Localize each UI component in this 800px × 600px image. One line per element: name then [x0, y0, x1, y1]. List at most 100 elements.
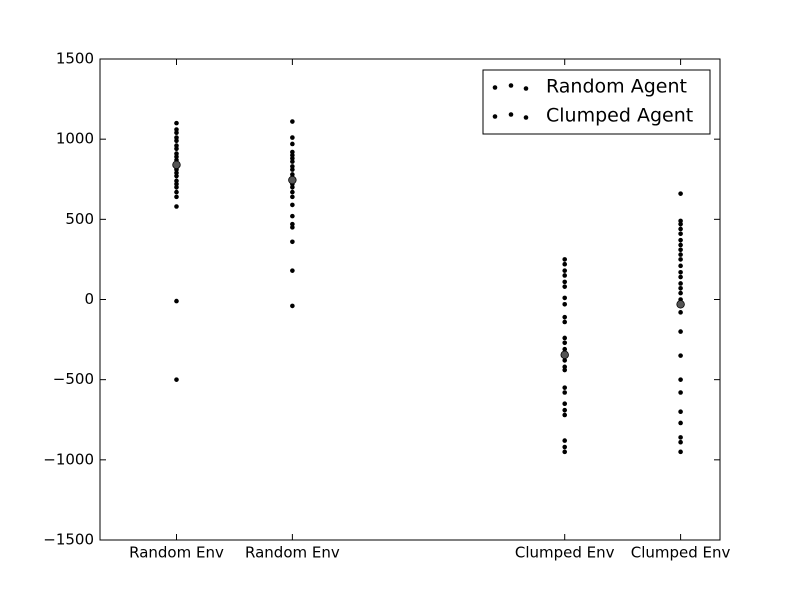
- point: [562, 407, 568, 413]
- point: [678, 390, 683, 395]
- legend-marker: [508, 112, 514, 117]
- point: [562, 257, 568, 262]
- point: [562, 273, 568, 278]
- point: [678, 269, 683, 275]
- point: [174, 189, 179, 195]
- point: [290, 159, 295, 164]
- point: [290, 202, 295, 208]
- point: [174, 298, 179, 304]
- y-tick-label: −1500: [43, 531, 94, 549]
- legend-box: [482, 69, 711, 135]
- legend-label: Clumped Agent: [546, 105, 693, 127]
- point: [678, 329, 683, 334]
- y-tick-label: 1000: [56, 130, 94, 148]
- legend-marker: [492, 85, 498, 90]
- mean-point: [560, 350, 569, 360]
- point: [678, 237, 683, 243]
- point: [678, 449, 683, 455]
- point: [678, 218, 683, 224]
- point: [562, 367, 568, 373]
- point: [562, 319, 568, 325]
- point: [174, 204, 179, 209]
- legend-marker: [492, 114, 498, 119]
- point: [290, 239, 295, 245]
- x-tick-label: Random Env: [245, 544, 340, 562]
- point: [290, 167, 295, 172]
- point: [174, 130, 179, 136]
- point: [290, 164, 295, 169]
- point: [562, 346, 568, 352]
- point: [290, 172, 295, 177]
- point: [678, 285, 683, 291]
- point: [174, 178, 179, 184]
- point: [174, 120, 179, 126]
- point: [290, 119, 295, 124]
- point: [174, 377, 179, 382]
- point: [678, 409, 683, 415]
- y-tick-label: 500: [65, 210, 94, 228]
- point: [562, 284, 568, 289]
- point: [174, 194, 179, 200]
- point: [562, 261, 568, 267]
- y-tick-label: −500: [53, 370, 94, 388]
- point: [562, 385, 568, 390]
- point: [562, 295, 568, 301]
- point: [678, 420, 683, 426]
- point: [678, 247, 683, 253]
- point: [562, 302, 568, 307]
- point: [562, 401, 568, 407]
- point: [678, 439, 683, 445]
- point: [174, 170, 179, 176]
- point: [562, 279, 568, 285]
- point: [290, 194, 295, 200]
- point: [678, 310, 683, 315]
- point: [174, 146, 179, 152]
- point: [290, 152, 295, 158]
- point: [562, 268, 568, 273]
- point: [290, 184, 295, 190]
- point: [174, 127, 179, 132]
- point: [678, 353, 683, 358]
- point: [678, 435, 683, 440]
- point: [562, 335, 568, 341]
- point: [290, 268, 295, 273]
- point: [290, 149, 295, 155]
- point: [562, 412, 568, 418]
- point: [562, 438, 568, 443]
- point: [174, 138, 179, 144]
- point: [678, 377, 683, 382]
- point: [290, 156, 295, 161]
- point: [290, 189, 295, 195]
- point: [678, 274, 683, 280]
- y-tick-label: −1000: [43, 450, 94, 468]
- x-tick-label: Random Env: [129, 544, 224, 562]
- point: [174, 184, 179, 190]
- mean-point: [288, 175, 297, 185]
- legend-marker: [523, 115, 529, 120]
- point: [174, 154, 179, 160]
- point: [174, 151, 179, 156]
- point: [562, 390, 568, 395]
- legend-marker: [508, 83, 514, 88]
- point: [174, 173, 179, 179]
- point: [678, 263, 683, 269]
- point: [678, 281, 683, 286]
- point: [562, 314, 568, 320]
- point: [562, 444, 568, 450]
- point: [678, 290, 683, 296]
- mean-point: [676, 300, 685, 309]
- point: [290, 213, 295, 219]
- legend-label: Random Agent: [546, 76, 687, 98]
- point: [678, 242, 683, 248]
- point: [174, 135, 179, 140]
- point: [678, 231, 683, 237]
- point: [174, 143, 179, 148]
- y-tick-label: 0: [84, 290, 94, 308]
- point: [290, 141, 295, 147]
- point: [678, 252, 683, 257]
- plot-frame: [99, 58, 721, 541]
- y-tick-label: 1500: [56, 50, 94, 68]
- point: [290, 225, 295, 230]
- x-tick-label: Clumped Env: [631, 544, 731, 562]
